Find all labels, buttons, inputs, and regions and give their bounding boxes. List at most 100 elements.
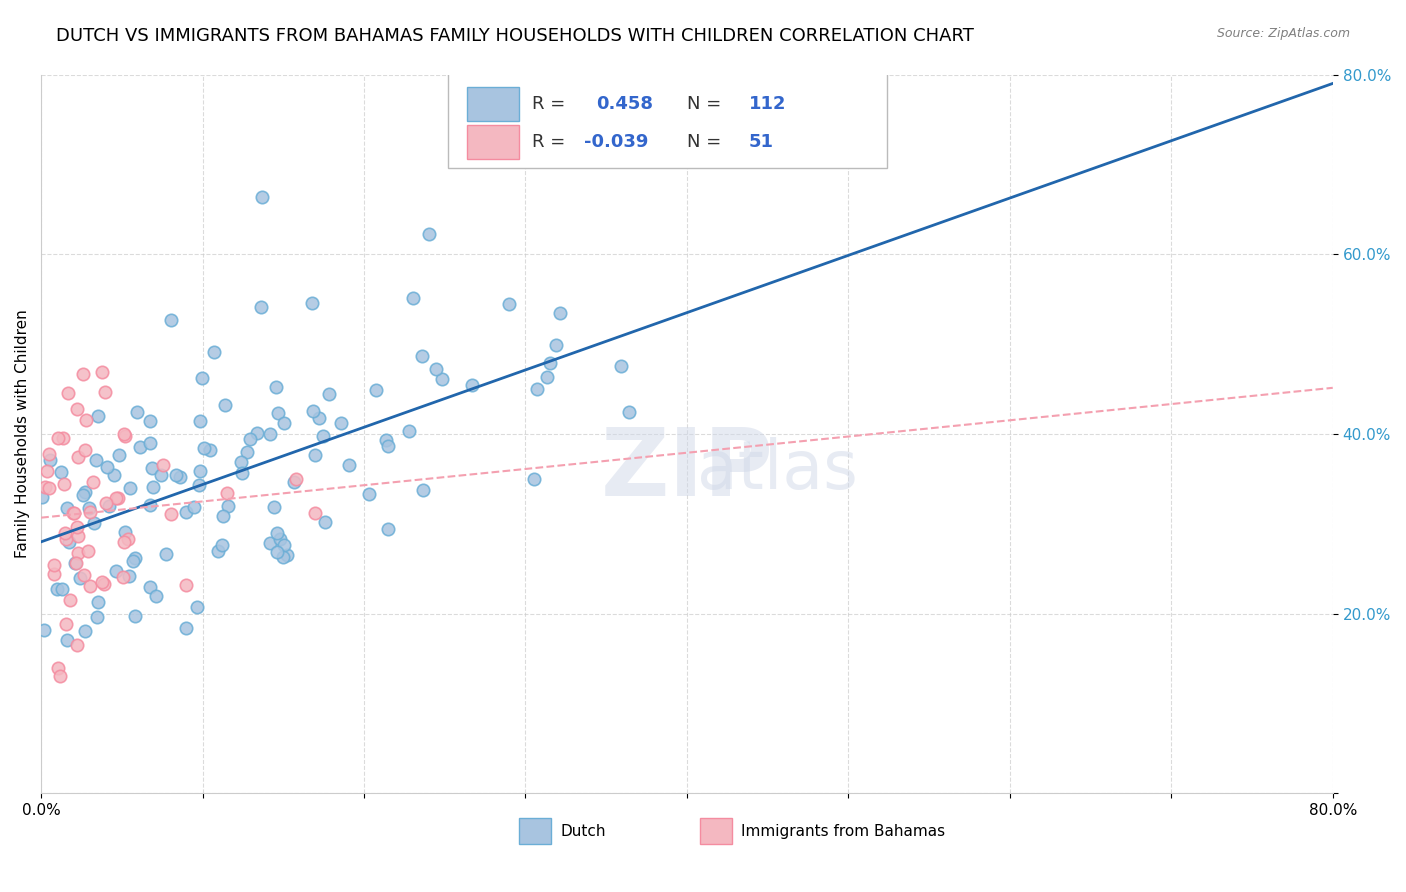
Text: DUTCH VS IMMIGRANTS FROM BAHAMAS FAMILY HOUSEHOLDS WITH CHILDREN CORRELATION CHA: DUTCH VS IMMIGRANTS FROM BAHAMAS FAMILY …	[56, 27, 974, 45]
Bar	[519, 818, 551, 844]
Point	[302, 403, 325, 417]
Bar	[467, 125, 519, 160]
Point	[55, 633, 77, 648]
Point	[53, 526, 76, 541]
Point	[128, 440, 150, 454]
Point	[72, 488, 94, 502]
Point	[91, 366, 114, 380]
Point	[125, 405, 148, 419]
Point	[93, 577, 115, 591]
Text: 51: 51	[749, 133, 773, 151]
Point	[273, 538, 295, 552]
Point	[75, 443, 97, 458]
Point	[86, 610, 108, 624]
Point	[49, 465, 72, 479]
Point	[186, 599, 208, 614]
Point	[149, 468, 172, 483]
Point	[52, 431, 75, 445]
Point	[266, 526, 288, 541]
Point	[94, 496, 117, 510]
Point	[138, 414, 160, 428]
Point	[548, 306, 571, 320]
Text: N =: N =	[688, 95, 721, 113]
Point	[267, 406, 290, 420]
Point	[77, 544, 100, 558]
Point	[75, 485, 97, 500]
Point	[112, 570, 135, 584]
Point	[121, 554, 143, 568]
Point	[304, 448, 326, 462]
Point	[82, 475, 104, 489]
Point	[72, 367, 94, 381]
Point	[52, 477, 75, 491]
Point	[377, 439, 399, 453]
Text: ZIP: ZIP	[600, 424, 773, 516]
Point	[114, 524, 136, 539]
Point	[62, 506, 84, 520]
Point	[311, 429, 333, 443]
Point	[276, 548, 298, 562]
Y-axis label: Family Households with Children: Family Households with Children	[15, 310, 30, 558]
Point	[69, 570, 91, 584]
Point	[58, 534, 80, 549]
Point	[217, 486, 239, 500]
Point	[94, 384, 117, 399]
Point	[200, 443, 222, 458]
Point	[66, 401, 89, 416]
Point	[138, 499, 160, 513]
Text: Source: ZipAtlas.com: Source: ZipAtlas.com	[1216, 27, 1350, 40]
Point	[55, 617, 77, 632]
Point	[231, 466, 253, 480]
Point	[67, 450, 90, 464]
Point	[141, 461, 163, 475]
Point	[187, 478, 209, 492]
Point	[118, 481, 141, 495]
Point	[38, 452, 60, 467]
Point	[314, 516, 336, 530]
Text: -0.039: -0.039	[583, 133, 648, 151]
Point	[97, 500, 120, 514]
Point	[337, 458, 360, 472]
Point	[259, 535, 281, 549]
Point	[174, 577, 197, 591]
Point	[66, 520, 89, 534]
Point	[138, 580, 160, 594]
Text: 0.458: 0.458	[596, 95, 654, 113]
Point	[51, 582, 73, 597]
Point	[79, 505, 101, 519]
Text: N =: N =	[688, 133, 721, 151]
Point	[117, 569, 139, 583]
Point	[236, 445, 259, 459]
Point	[283, 475, 305, 490]
Point	[32, 623, 55, 637]
Point	[188, 464, 211, 478]
Point	[75, 412, 97, 426]
Point	[104, 491, 127, 505]
Point	[34, 481, 56, 495]
Point	[425, 362, 447, 376]
Point	[301, 296, 323, 310]
Point	[66, 529, 89, 543]
Point	[264, 379, 287, 393]
Point	[73, 624, 96, 639]
Point	[160, 313, 183, 327]
Point	[285, 472, 308, 486]
Point	[246, 425, 269, 440]
Point	[259, 427, 281, 442]
Point	[174, 505, 197, 519]
Point	[418, 227, 440, 241]
Point	[359, 487, 381, 501]
Point	[430, 372, 453, 386]
Point	[536, 370, 558, 384]
Point	[42, 558, 65, 573]
Text: atlas: atlas	[697, 437, 858, 503]
Text: R =: R =	[531, 133, 565, 151]
Point	[188, 414, 211, 428]
Point	[96, 460, 118, 475]
Point	[160, 508, 183, 522]
Point	[183, 500, 205, 515]
Point	[538, 356, 561, 370]
Point	[58, 385, 80, 400]
Point	[402, 291, 425, 305]
Point	[63, 507, 86, 521]
